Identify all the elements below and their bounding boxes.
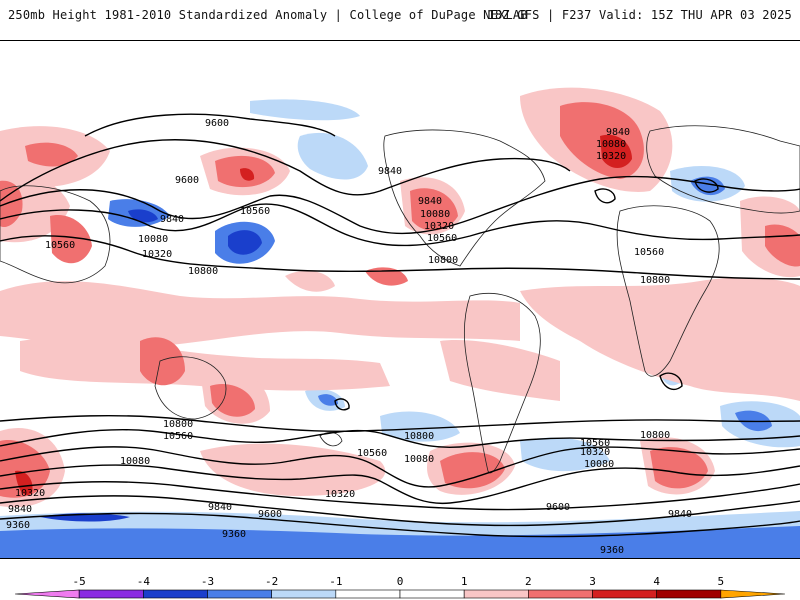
contour-label: 9600: [546, 502, 570, 513]
anomaly-map: 9600 9600 9840 9840 10080 10320 10560 10…: [0, 40, 800, 559]
contour-label: 10800: [640, 275, 670, 286]
anomaly-colorbar: -5 -4 -3 -2 -1 0 1 2 3 4 5: [0, 570, 800, 600]
contour-label: 9840: [668, 509, 692, 520]
contour-label: 9840: [8, 504, 32, 515]
contour-label: 10080: [420, 209, 450, 220]
colorbar-tick-label: 3: [589, 575, 596, 588]
contour-label: 10080: [138, 234, 168, 245]
contour-label: 10560: [45, 240, 75, 251]
contour-label: 9360: [6, 520, 30, 531]
contour-label: 9840: [418, 196, 442, 207]
contour-label: 9840: [606, 127, 630, 138]
contour-label: 10560: [427, 233, 457, 244]
colorbar-swatch: [335, 589, 401, 599]
colorbar-swatch: [656, 589, 722, 599]
contour-label: 10800: [640, 430, 670, 441]
positive-anomaly-fill: [0, 87, 800, 508]
colorbar-swatch: [528, 589, 593, 599]
colorbar-tick-label: -2: [265, 575, 278, 588]
contour-label: 9600: [258, 509, 282, 520]
colorbar-swatch: [143, 589, 208, 599]
contour-label: 10800: [163, 419, 193, 430]
contour-label: 10320: [15, 488, 45, 499]
contour-label: 10560: [580, 438, 610, 449]
contour-label: 10320: [142, 249, 172, 260]
colorbar-tick-label: -5: [73, 575, 86, 588]
colorbar-swatch: [14, 589, 80, 599]
contour-label: 10320: [325, 489, 355, 500]
contour-label: 10320: [580, 447, 610, 458]
colorbar-tick-label: 0: [397, 575, 404, 588]
colorbar-tick-label: 2: [525, 575, 532, 588]
colorbar-tick-label: -4: [137, 575, 151, 588]
contour-label: 10800: [428, 255, 458, 266]
contour-label: 10080: [120, 456, 150, 467]
contour-label: 10560: [357, 448, 387, 459]
colorbar-tick-label: 5: [718, 575, 725, 588]
contour-label: 10800: [188, 266, 218, 277]
contour-label: 9600: [175, 175, 199, 186]
colorbar-swatch: [78, 589, 144, 599]
contour-labels: 9600 9600 9840 9840 10080 10320 10560 10…: [6, 118, 692, 556]
contour-label: 9360: [222, 529, 246, 540]
contour-label: 10560: [240, 206, 270, 217]
colorbar-tick-label: 4: [653, 575, 660, 588]
contour-label: 10320: [596, 151, 626, 162]
colorbar-swatch: [592, 589, 657, 599]
contour-label: 9360: [600, 545, 624, 556]
contour-label: 9600: [205, 118, 229, 129]
contour-label: 10080: [404, 454, 434, 465]
colorbar-swatch: [207, 589, 272, 599]
model-run-info: 18Z GFS | F237 Valid: 15Z THU APR 03 202…: [487, 8, 792, 22]
height-contours: [0, 113, 800, 538]
contour-label: 10080: [596, 139, 626, 150]
contour-label: 10080: [584, 459, 614, 470]
contour-label: 10560: [163, 431, 193, 442]
contour-label: 10800: [404, 431, 434, 442]
colorbar-swatch: [271, 589, 337, 599]
colorbar-swatch: [399, 589, 465, 599]
contour-label: 9840: [208, 502, 232, 513]
contour-label: 10320: [424, 221, 454, 232]
contour-label: 10560: [634, 247, 664, 258]
contour-label: 9840: [160, 214, 184, 225]
colorbar-tick-label: -3: [201, 575, 214, 588]
colorbar-swatch: [720, 589, 786, 599]
colorbar-tick-label: 1: [461, 575, 468, 588]
colorbar-swatch: [463, 589, 529, 599]
colorbar-tick-label: -1: [329, 575, 342, 588]
map-canvas: 9600 9600 9840 9840 10080 10320 10560 10…: [0, 87, 800, 558]
map-title: 250mb Height 1981-2010 Standardized Anom…: [8, 8, 528, 22]
contour-label: 9840: [378, 166, 402, 177]
colorbar-canvas: -5 -4 -3 -2 -1 0 1 2 3 4 5: [14, 575, 786, 599]
